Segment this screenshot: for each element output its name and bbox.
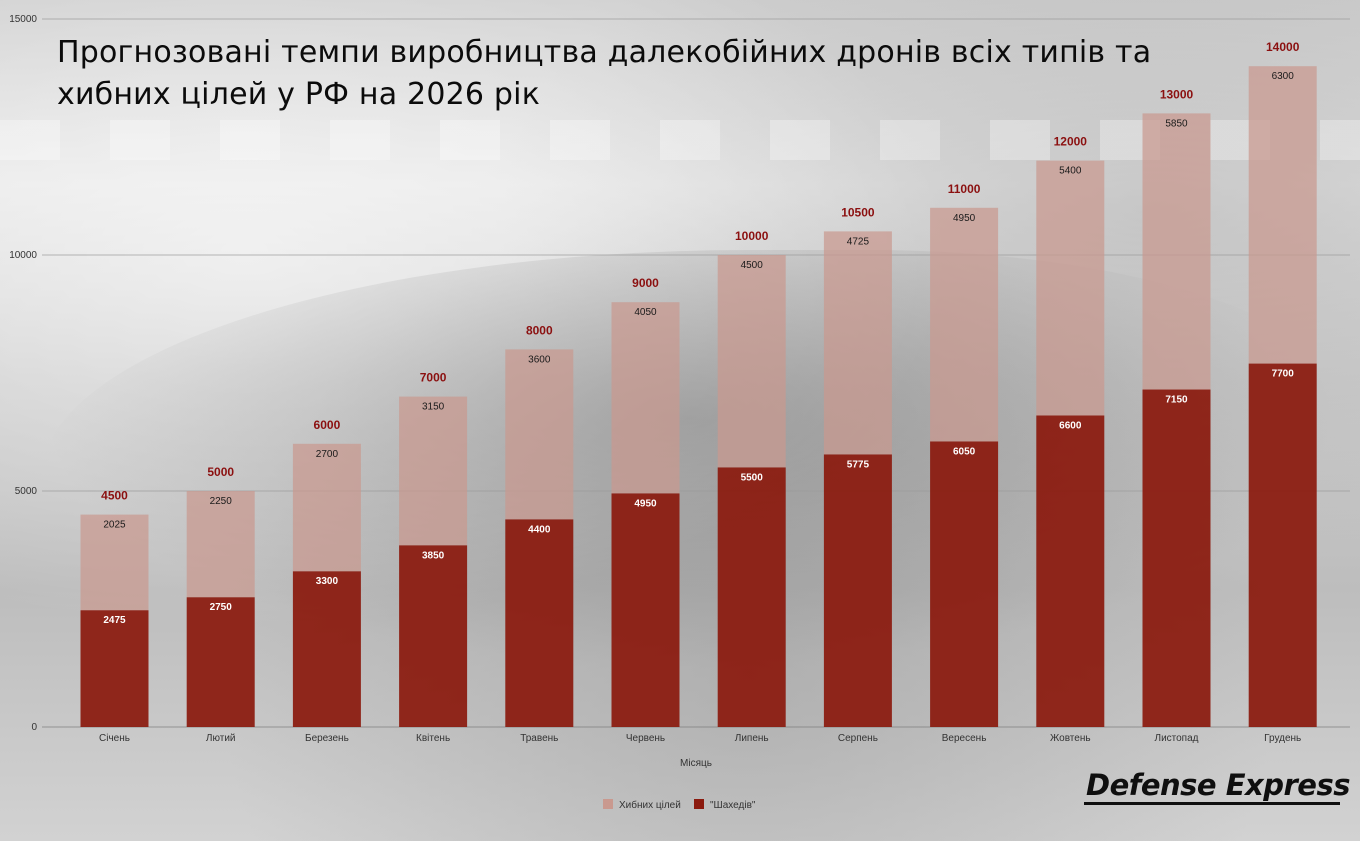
data-label-decoys: 2025 (103, 520, 126, 531)
data-label-shaheds: 2475 (103, 615, 126, 626)
data-label-decoys: 5400 (1059, 166, 1082, 177)
data-label-total: 14000 (1266, 40, 1300, 54)
data-label-decoys: 4725 (847, 236, 870, 247)
bar-decoys (717, 255, 786, 468)
x-tick-label: Березень (305, 733, 349, 744)
data-label-decoys: 4050 (634, 307, 657, 318)
data-label-decoys: 3600 (528, 354, 551, 365)
data-label-total: 8000 (526, 323, 553, 337)
bar-shaheds (1036, 415, 1105, 727)
bar-shaheds (930, 441, 999, 727)
bar-shaheds (611, 493, 680, 727)
x-tick-label: Жовтень (1050, 733, 1091, 744)
data-label-decoys: 5850 (1165, 118, 1188, 129)
x-tick-label: Січень (99, 733, 130, 744)
legend-swatch (694, 799, 704, 809)
data-label-shaheds: 2750 (210, 602, 233, 613)
y-tick-label: 5000 (15, 486, 38, 497)
x-tick-label: Вересень (942, 733, 987, 744)
x-tick-label: Листопад (1155, 733, 1199, 744)
data-label-decoys: 4500 (741, 260, 764, 271)
bar-shaheds (505, 519, 574, 727)
data-label-decoys: 2700 (316, 449, 339, 460)
data-label-decoys: 2250 (210, 496, 233, 507)
bar-decoys (80, 514, 149, 611)
bar-decoys (1036, 160, 1105, 416)
x-axis-title: Місяць (680, 758, 712, 769)
data-label-shaheds: 3300 (316, 576, 339, 587)
legend-label: "Шахедів" (710, 800, 756, 811)
bar-decoys (186, 491, 255, 598)
data-label-total: 10000 (735, 229, 769, 243)
chart-title: Прогнозовані темпи виробництва далекобій… (57, 35, 1152, 112)
legend-swatch (603, 799, 613, 809)
bar-decoys (292, 443, 361, 572)
data-label-shaheds: 7700 (1272, 369, 1295, 380)
y-tick-label: 0 (31, 722, 37, 733)
bar-shaheds (292, 571, 361, 727)
data-label-total: 9000 (632, 276, 659, 290)
y-tick-label: 15000 (9, 14, 37, 25)
data-label-total: 7000 (420, 371, 447, 385)
x-tick-label: Грудень (1264, 733, 1301, 744)
bar-decoys (611, 302, 680, 494)
bar-shaheds (186, 597, 255, 727)
x-tick-label: Червень (626, 733, 665, 744)
x-tick-label: Лютий (206, 733, 236, 744)
data-label-total: 10500 (841, 205, 875, 219)
data-label-total: 11000 (948, 182, 981, 196)
data-label-decoys: 3150 (422, 402, 445, 413)
bar-decoys (1142, 113, 1211, 390)
bar-decoys (930, 207, 999, 442)
data-label-total: 5000 (207, 465, 234, 479)
data-label-total: 6000 (314, 418, 341, 432)
data-label-shaheds: 5500 (741, 472, 764, 483)
x-tick-label: Липень (735, 733, 769, 744)
bar-shaheds (1248, 363, 1317, 727)
background-lights (0, 120, 1360, 160)
brand-logo: Defense Express (1086, 768, 1350, 802)
background-machine (40, 250, 1340, 670)
data-label-shaheds: 4400 (528, 524, 551, 535)
data-label-total: 4500 (101, 489, 128, 503)
bar-shaheds (823, 454, 892, 727)
bar-decoys (823, 231, 892, 455)
data-label-shaheds: 6600 (1059, 420, 1082, 431)
data-label-shaheds: 5775 (847, 459, 870, 470)
bar-decoys (1248, 66, 1317, 364)
bar-decoys (399, 396, 468, 546)
data-label-shaheds: 3850 (422, 550, 445, 561)
legend-label: Хибних цілей (619, 799, 681, 811)
y-tick-label: 10000 (9, 250, 37, 261)
brand-underline (1084, 802, 1340, 805)
data-label-shaheds: 6050 (953, 446, 976, 457)
data-label-total: 12000 (1054, 135, 1088, 149)
bar-decoys (505, 349, 574, 520)
bar-shaheds (717, 467, 786, 727)
bar-shaheds (1142, 389, 1211, 727)
x-tick-label: Травень (520, 733, 558, 744)
x-tick-label: Квітень (416, 733, 450, 744)
bar-shaheds (399, 545, 468, 727)
bar-shaheds (80, 610, 149, 727)
data-label-decoys: 6300 (1272, 71, 1295, 82)
data-label-total: 13000 (1160, 87, 1194, 101)
data-label-decoys: 4950 (953, 213, 976, 224)
data-label-shaheds: 7150 (1165, 395, 1188, 406)
data-label-shaheds: 4950 (634, 498, 657, 509)
x-tick-label: Серпень (838, 733, 878, 744)
